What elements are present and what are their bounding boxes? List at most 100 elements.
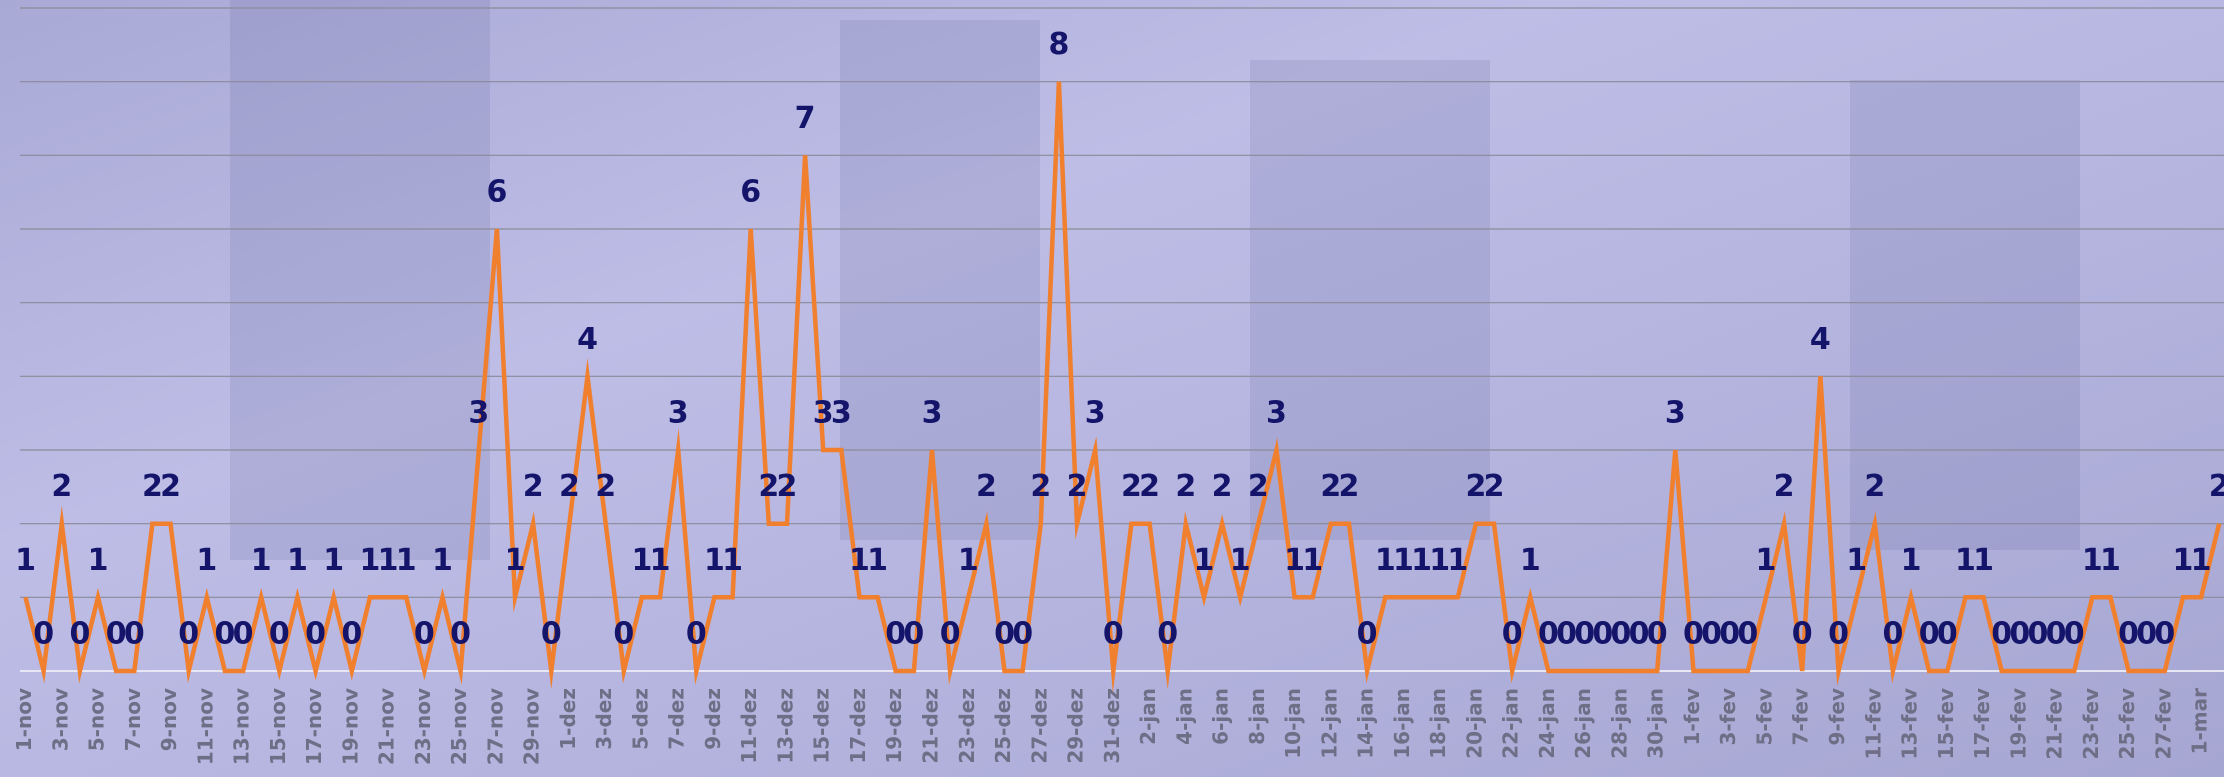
data-label: 0 [1737,617,1758,652]
data-label: 1 [15,543,36,578]
data-label: 3 [668,396,689,431]
x-tick-label: 17-dez [846,688,870,764]
x-tick-label: 9-dez [701,688,725,750]
data-label: 1 [1411,543,1432,578]
data-label: 2 [1864,469,1885,504]
data-label: 1 [1520,543,1541,578]
data-label: 1 [704,543,725,578]
data-label: 2 [1320,469,1341,504]
data-label: 0 [1792,617,1813,652]
x-tick-label: 23-dez [955,688,979,764]
data-label: 0 [903,617,924,652]
data-label: 0 [33,617,54,652]
data-label: 0 [1882,617,1903,652]
data-label: 0 [1103,617,1124,652]
data-label: 0 [1502,617,1523,652]
data-label: 0 [414,617,435,652]
x-tick-label: 4-jan [1172,688,1196,745]
data-label: 0 [2136,617,2157,652]
x-tick-label: 28-jan [1607,688,1631,759]
data-label: 1 [196,543,217,578]
x-tick-label: 21-dez [919,688,943,764]
data-label: 0 [613,617,634,652]
data-label: 1 [958,543,979,578]
x-tick-label: 13-dez [773,688,797,764]
data-label: 1 [1393,543,1414,578]
data-label: 0 [305,617,326,652]
data-label: 1 [396,543,417,578]
x-tick-label: 21-nov [375,688,399,765]
x-tick-label: 25-dez [991,688,1015,764]
x-tick-label: 11-fev [1861,688,1885,759]
x-tick-label: 21-fev [2043,688,2067,759]
x-tick-label: 25-nov [447,688,471,765]
data-label: 0 [1719,617,1740,652]
x-tick-label: 30-jan [1644,688,1668,759]
x-tick-label: 5-dez [628,688,652,750]
data-label: 0 [1611,617,1632,652]
data-label: 1 [360,543,381,578]
data-label: 0 [1647,617,1668,652]
x-tick-label: 3-fev [1716,688,1740,746]
x-tick-label: 22-jan [1499,688,1523,759]
data-label: 2 [51,469,72,504]
data-label: 2 [1121,469,1142,504]
x-tick-label: 15-fev [1934,688,1958,759]
x-tick-label: 3-dez [592,688,616,750]
data-label: 3 [1085,396,1106,431]
data-label: 0 [178,617,199,652]
x-tick-label: 12-jan [1317,688,1341,759]
data-label: 2 [1212,469,1233,504]
x-tick-label: 17-fev [1970,688,1994,759]
data-label: 0 [2009,617,2030,652]
data-label: 1 [1973,543,1994,578]
data-label: 4 [577,322,598,357]
data-label: 1 [650,543,671,578]
plot: 1-nov 3-nov 5-nov 7-nov 9-nov 11-nov 13-nov 15-… [12,7,2224,765]
data-label: 2 [1339,469,1360,504]
data-label: 2 [1139,469,1160,504]
data-label: 6 [486,175,507,210]
data-label: 3 [1266,396,1287,431]
data-label: 3 [922,396,943,431]
x-tick-label: 15-dez [810,688,834,764]
data-label: 2 [595,469,616,504]
data-label: 2 [1248,469,1269,504]
x-tick-label: 19-fev [2006,688,2030,759]
x-tick-label: 11-nov [193,688,217,765]
data-label: 1 [1194,543,1215,578]
data-label: 0 [2154,617,2175,652]
data-label: 7 [795,101,816,136]
data-label: 1 [251,543,272,578]
data-label: 1 [2173,543,2194,578]
data-label: 2 [976,469,997,504]
data-label: 1 [722,543,743,578]
x-tick-label: 20-jan [1462,688,1486,759]
data-label: 0 [106,617,127,652]
data-label: 3 [831,396,852,431]
line [23,81,2222,694]
data-label: 2 [2209,469,2224,504]
data-label: 0 [2118,617,2139,652]
x-tick-label: 1-fev [1680,688,1704,746]
x-tick-label: 10-jan [1281,688,1305,759]
data-label: 3 [468,396,489,431]
data-label: 1 [1846,543,1867,578]
data-label: 2 [142,469,163,504]
x-tick-label: 5-nov [85,688,109,751]
data-label: 1 [378,543,399,578]
x-tick-label: 9-nov [157,688,181,751]
x-tick-label: 1-mar [2188,688,2212,755]
data-label: 2 [1030,469,1051,504]
x-tick-label: 1-dez [556,688,580,750]
data-label: 0 [1574,617,1595,652]
x-tick-label: 24-jan [1535,688,1559,759]
x-tick-label: 25-fev [2115,688,2139,759]
data-label: 0 [1357,617,1378,652]
data-label: 6 [740,175,761,210]
data-label: 1 [1901,543,1922,578]
x-tick-label: 13-fev [1898,688,1922,759]
x-tick-label: 7-fev [1789,688,1813,746]
data-label: 0 [2064,617,2085,652]
data-label: 0 [1012,617,1033,652]
